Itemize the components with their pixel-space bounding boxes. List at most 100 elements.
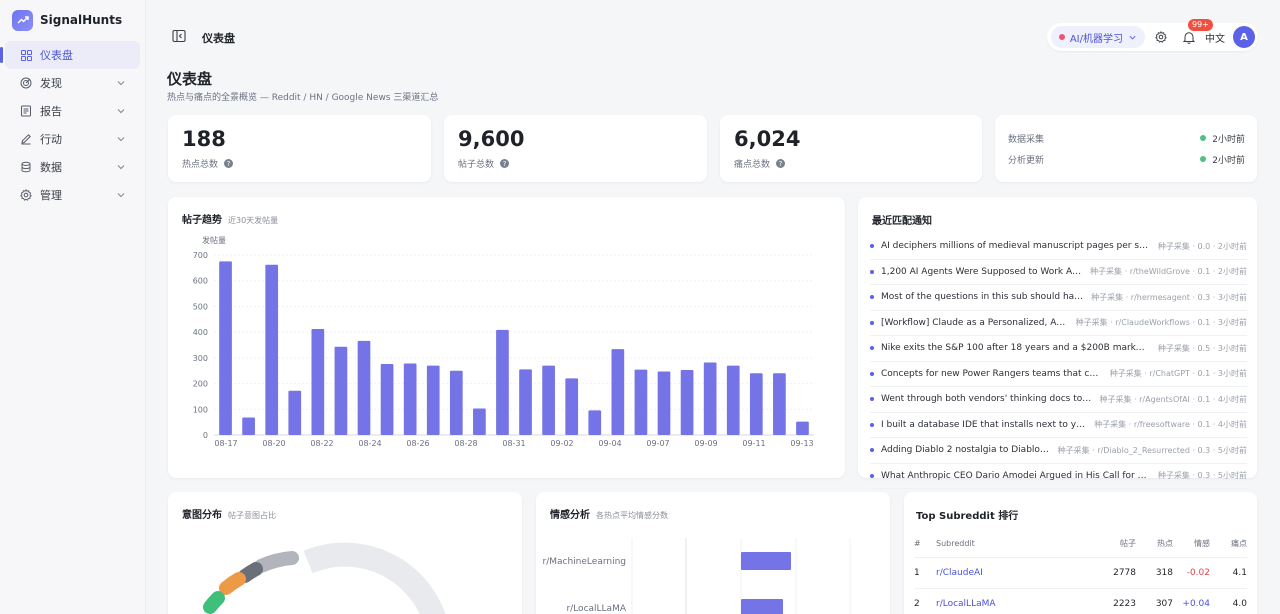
help-icon[interactable]: ? [500,159,510,168]
help-icon[interactable]: ? [224,159,234,168]
x-tick-label: 08-17 [214,439,237,448]
sidebar-item-data[interactable]: 数据 [5,153,140,181]
x-tick-label: 08-28 [454,439,477,448]
page-subtitle: 热点与痛点的全景概览 — Reddit / HN / Google News 三… [167,93,439,103]
notification-item[interactable]: Concepts for new Power Rangers teams tha… [870,362,1247,387]
notification-item[interactable]: Adding Diablo 2 nostalgia to Diablo 4 is… [870,438,1247,464]
status-row: 分析更新 2小时前 [1008,152,1245,166]
table-row: 1 r/ClaudeAI 2778 318 -0.02 4.1 [914,558,1247,589]
notifications-button[interactable]: 99+ [1177,19,1213,49]
notification-item[interactable]: I built a database IDE that installs nex… [870,413,1247,438]
gear-icon [1155,31,1167,43]
sidebar-toggle-icon[interactable] [172,29,186,43]
notification-meta: 种子采集 · 0.3 · 5小时前 [1157,471,1247,481]
y-tick-label: 700 [193,251,208,260]
settings-button[interactable] [1149,25,1173,49]
subreddit-table: # Subreddit 帖子 热点 情感 痛点 1 r/ClaudeAI 277… [914,530,1247,614]
x-tick-label: 08-31 [502,439,525,448]
sidebar-item-dashboard[interactable]: 仪表盘 [0,41,140,69]
brand[interactable]: SignalHunts [0,0,145,40]
stat-label-text: 热点总数 [182,160,219,170]
intent-title: 意图分布 帖子意图占比 [182,506,276,521]
posts-cell: 2778 [1113,568,1136,578]
status-label: 分析更新 [1008,155,1045,166]
sidebar-item-label: 报告 [40,105,62,118]
notification-item[interactable]: What Anthropic CEO Dario Amodei Argued i… [870,464,1247,489]
notification-item[interactable]: Went through both vendors' thinking docs… [870,387,1247,413]
language-switch[interactable]: 中文 [1205,33,1225,45]
trend-bar [219,261,232,435]
status-card: 数据采集 2小时前 分析更新 2小时前 [995,115,1257,182]
sidebar-item-label: 行动 [40,133,62,146]
notification-badge: 99+ [1188,19,1213,31]
sidebar-item-discover[interactable]: 发现 [5,69,140,97]
report-icon [19,104,33,118]
notification-item[interactable]: 1,200 AI Agents Were Supposed to Work Al… [870,260,1247,285]
sentiment-bar-chart: r/MachineLearning r/LocalLLaMA [543,538,851,614]
trend-bar [473,408,486,435]
column-header[interactable]: 热点 [1157,539,1173,548]
trend-bar [542,365,555,435]
subreddit-link[interactable]: r/LocalLLaMA [936,599,996,609]
trend-bar [519,369,532,435]
notification-title: Went through both vendors' thinking docs… [881,394,1092,405]
sidebar-item-label: 数据 [40,161,62,174]
scope-label: AI/机器学习 [1069,33,1123,45]
column-header[interactable]: Subreddit [936,539,975,548]
x-tick-label: 09-07 [646,439,669,448]
notifications-card: 最近匹配通知 AI deciphers millions of medieval… [858,197,1257,489]
row-index: 1 [914,568,920,578]
brand-logo-icon [12,9,33,31]
sentiment-cell: -0.02 [1186,568,1210,578]
notification-title: Most of the questions in this sub should… [881,292,1084,303]
subreddit-link[interactable]: r/ClaudeAI [936,568,983,578]
notification-item[interactable]: [Workflow] Claude as a Personalized, Ada… [870,311,1247,336]
sidebar-item-action[interactable]: 行动 [5,125,140,153]
stat-value: 188 [182,127,226,151]
notification-item[interactable]: Nike exits the S&P 100 after 18 years an… [870,336,1247,362]
x-tick-label: 08-20 [262,439,285,448]
stat-card-painpoints: 6,024 痛点总数? [720,115,982,182]
help-icon[interactable]: ? [776,159,786,168]
sentiment-cell: +0.04 [1182,599,1210,609]
notification-list: AI deciphers millions of medieval manusc… [870,234,1247,489]
notification-meta: 种子采集 · r/hermesagent · 0.3 · 3小时前 [1091,292,1247,302]
intent-donut-chart [203,542,446,614]
column-header[interactable]: 情感 [1194,539,1210,548]
stat-label-text: 痛点总数 [734,160,771,170]
y-tick-label: 200 [193,380,208,389]
sentiment-subtitle: 各热点平均情感分数 [596,511,668,520]
column-header[interactable]: 帖子 [1120,539,1136,548]
stat-label: 热点总数? [182,157,234,170]
avatar[interactable]: A [1233,26,1255,48]
intent-subtitle: 帖子意图占比 [228,511,276,520]
notification-title: [Workflow] Claude as a Personalized, Ada… [881,317,1068,328]
category-label: r/LocalLLaMA [566,604,626,614]
sidebar-item-label: 发现 [40,77,62,90]
sidebar-item-label: 仪表盘 [40,49,73,62]
sidebar-item-report[interactable]: 报告 [5,97,140,125]
trend-chart: 发帖量 0 100 200 300 400 500 600 700 08-17 08-20 08-22… [193,235,814,448]
bullet-dot [870,448,874,453]
notification-item[interactable]: Most of the questions in this sub should… [870,285,1247,311]
stat-value: 9,600 [458,127,525,151]
donut-segment [203,591,225,614]
status-ok-dot [1200,156,1207,162]
stat-card-hotspots: 188 热点总数? [168,115,431,182]
scope-selector[interactable]: AI/机器学习 [1050,26,1145,48]
notification-item[interactable]: AI deciphers millions of medieval manusc… [870,234,1247,260]
bullet-dot [870,320,874,325]
sidebar-item-admin[interactable]: 管理 [5,181,140,209]
trend-card: 帖子趋势 近30天发帖量 发帖量 0 100 200 300 400 500 600 700 08-… [168,197,845,478]
bullet-dot [870,269,874,274]
chevron-down-icon [117,81,125,86]
x-tick-label: 09-04 [598,439,621,448]
x-tick-label: 08-24 [358,439,381,448]
column-header[interactable]: 痛点 [1231,539,1247,548]
y-tick-label: 400 [193,328,208,337]
column-header: # [914,539,921,548]
trend-bar [334,346,348,435]
trend-bar [796,421,809,435]
trend-subtitle: 近30天发帖量 [228,216,279,225]
trend-bar [288,390,302,435]
